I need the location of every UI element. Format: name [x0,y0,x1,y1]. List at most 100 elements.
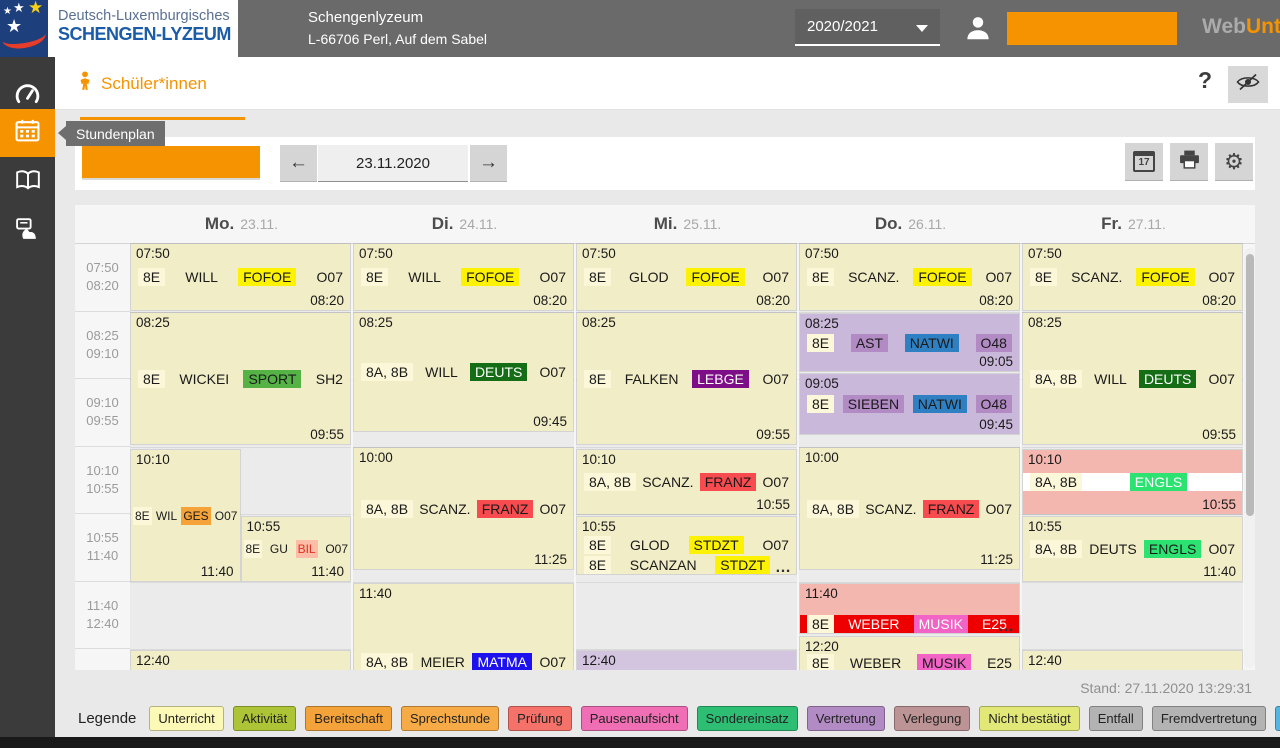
lesson-block[interactable]: 08:25 8E AST NATWI O48 09:05 [799,313,1020,372]
sidebar-item-stundenplan[interactable] [0,109,55,157]
subject-chip: 8A, 8B [807,499,860,518]
brand-untis: Untis [1245,15,1280,38]
subject-chip: LEBGE [692,369,749,388]
lesson-start-time: 12:20 [805,639,839,654]
time-text: 10:55 [86,530,119,546]
lesson-block[interactable]: 10:00 8A, 8B SCANZ. FRANZ O07 11:25 [353,447,574,570]
lesson-block[interactable]: 12:40 [130,650,351,670]
lesson-block[interactable]: 10:55 8A, 8B DEUTS ENGLS O07 11:40 [1022,516,1243,582]
lesson-block[interactable]: 07:50 8E SCANZ. FOFOE O07 08:20 [1022,243,1243,311]
lesson-block[interactable]: 12:40 [576,650,797,670]
lesson-end-time: 09:55 [756,427,790,442]
lesson-start-time: 09:05 [805,376,839,391]
subject-chip: 8E [133,506,152,525]
lesson-block[interactable]: 10:55 8E GU BIL O07 11:40 [240,516,351,582]
date-input[interactable]: 23.11.2020 [318,145,468,182]
dashboard-gauge-icon [14,82,41,111]
sidebar-item-dashboard[interactable] [0,72,55,120]
lesson-block[interactable]: 07:50 8E GLOD FOFOE O07 08:20 [576,243,797,311]
lesson-rows: 8E SCANZ. FOFOE O07 [1023,268,1242,286]
lesson-row: 8E SCANZAN STDZT [577,556,796,574]
lesson-block[interactable]: 07:50 8E WILL FOFOE O07 08:20 [353,243,574,311]
settings-button[interactable]: ⚙ [1215,143,1253,181]
sidebar-item-kontakt[interactable] [0,207,55,255]
more-lessons-indicator: … [775,559,791,575]
lesson-start-time: 10:55 [582,519,616,534]
sidebar-item-klassenbuch[interactable] [0,158,55,206]
lesson-end-time: 09:55 [1202,427,1236,442]
lesson-block[interactable]: 08:25 8E WICKEI SPORT SH2 09:55 [130,312,351,445]
lesson-text: WILL [425,364,458,380]
lesson-row: 8E WEBER MUSIK E25 [800,654,1019,670]
print-button[interactable] [1170,143,1208,181]
lesson-block[interactable]: 09:05 8E SIEBEN NATWI O48 09:45 [799,373,1020,435]
legend-label: Legende [78,710,137,727]
time-text: 07:50 [86,260,119,276]
help-button[interactable]: ? [1198,67,1213,93]
lesson-block[interactable]: 07:50 8E SCANZ. FOFOE O07 08:20 [799,243,1020,311]
lesson-end-time: 08:20 [310,293,344,308]
day-column: 07:50 8E WILL FOFOE O07 08:20 08:25 8A, 8B WILL D… [353,243,574,670]
user-profile-icon[interactable] [962,13,994,48]
legend-item: Bereitschaft [305,706,392,731]
calendar-picker-button[interactable]: 17 [1125,143,1163,181]
lesson-block[interactable]: 08:25 8E FALKEN LEBGE O07 09:55 [576,312,797,445]
lesson-text: O07 [762,370,789,387]
lesson-block[interactable]: 12:40 [1022,650,1243,670]
scrollbar-thumb[interactable] [1245,254,1254,516]
student-person-icon [77,71,93,96]
lesson-block[interactable]: 11:40 8A, 8B MEIER MATMA O07 [353,583,574,670]
lesson-text: DEUTS [1089,541,1137,557]
lesson-text: WILL [185,269,218,285]
app-header: ★ ★ ★ ★ Deutsch-Luxemburgisches SCHENGEN… [0,0,1280,57]
day-date: 25.11. [683,216,722,232]
legend-item: Pausenaufsicht [580,706,688,731]
lesson-block[interactable]: 08:25 8A, 8B WILL DEUTS O07 09:45 [353,312,574,432]
lesson-text: O07 [316,269,343,285]
subject-chip: O48 [975,395,1012,413]
subject-chip: FRANZ [699,473,757,491]
tab-schueler-innen[interactable]: Schüler*innen [77,71,245,120]
lesson-row: 8A, 8B WILL DEUTS O07 [1023,369,1242,388]
redacted-student-selector[interactable] [82,146,260,178]
legend-item: Vertretung [806,706,885,731]
subject-chip: 8E [584,556,612,574]
lesson-rows: 8E SCANZ. FOFOE O07 [800,268,1019,286]
grid-row-line [1022,446,1243,448]
lesson-block[interactable]: 10:00 8A, 8B SCANZ. FRANZ O07 11:25 [799,447,1020,570]
lesson-block[interactable]: 10:10 8E WIL GES O07 11:40 [130,449,241,582]
lesson-block[interactable]: 10:55 8E GLOD STDZT O07 8E SCANZAN STDZT… [576,516,797,575]
calendar-picker-icon: 17 [1133,151,1155,172]
subject-chip: 8E [807,395,835,413]
school-year-select[interactable]: 2020/2021 [795,9,940,46]
privacy-eye-button[interactable] [1228,66,1268,103]
lesson-row: 8E WICKEI SPORT SH2 [131,369,350,388]
lesson-block[interactable]: 10:10 8A, 8B SCANZ. FRANZ O07 10:55 [576,449,797,515]
prev-week-button[interactable]: ← [280,145,317,182]
lesson-end-time: 11:40 [311,564,344,579]
lesson-start-time: 10:55 [1028,519,1062,534]
legend-item: Fremdvertretung [1151,706,1266,731]
lesson-block[interactable]: 12:20 8E WEBER MUSIK E25 [799,636,1020,670]
lesson-text: O07 [539,364,566,380]
legend-item: Verlegung [893,706,971,731]
printer-icon [1179,150,1200,174]
legend-item: Unterricht [149,706,224,731]
lesson-block[interactable]: 11:40 8E WEBER MUSIK E25… [799,583,1020,634]
subject-chip: 8A, 8B [361,499,414,518]
brand-web: Web [1202,15,1246,38]
lesson-text: GU [269,542,288,556]
lesson-block[interactable]: 10:10 8A, 8B ENGLS 10:55 [1022,449,1243,515]
subject-chip: MATMA [472,653,532,670]
lesson-block[interactable]: 07:50 8E WILL FOFOE O07 08:20 [130,243,351,311]
lesson-rows: 8A, 8B MEIER MATMA O07 [354,653,573,670]
lesson-text: WEBER [849,655,902,670]
lesson-row: 8E FALKEN LEBGE O07 [577,369,796,388]
lesson-row: 8E GLOD STDZT O07 [577,536,796,554]
lesson-rows: 8A, 8B DEUTS ENGLS O07 [1023,540,1242,558]
lesson-end-time: 08:20 [1202,293,1236,308]
lesson-block[interactable]: 08:25 8A, 8B WILL DEUTS O07 09:55 [1022,312,1243,445]
contact-phone-icon [15,217,40,245]
lesson-row: 8E WEBER MUSIK E25 [800,615,1019,633]
next-week-button[interactable]: → [470,145,507,182]
